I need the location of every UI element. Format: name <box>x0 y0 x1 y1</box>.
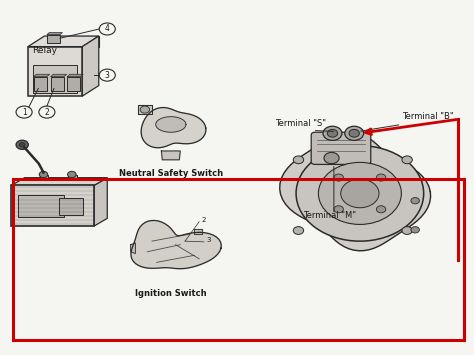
Circle shape <box>19 143 25 147</box>
Text: Relay: Relay <box>32 46 57 55</box>
Polygon shape <box>280 132 430 251</box>
Bar <box>18 195 64 217</box>
Polygon shape <box>161 151 180 160</box>
Circle shape <box>140 106 150 113</box>
Circle shape <box>327 130 337 137</box>
Circle shape <box>402 226 412 234</box>
Text: Ignition Switch: Ignition Switch <box>135 289 207 298</box>
Text: Terminal "B": Terminal "B" <box>402 112 454 121</box>
Circle shape <box>293 156 304 164</box>
Polygon shape <box>131 243 136 253</box>
Circle shape <box>411 197 419 204</box>
Polygon shape <box>28 36 99 47</box>
Polygon shape <box>131 220 221 269</box>
Bar <box>33 65 77 93</box>
Circle shape <box>293 226 304 234</box>
Circle shape <box>411 226 419 233</box>
Circle shape <box>349 130 359 137</box>
Polygon shape <box>156 117 186 132</box>
Bar <box>59 198 83 215</box>
Text: 1: 1 <box>22 108 27 116</box>
Circle shape <box>345 126 364 140</box>
Text: 2: 2 <box>45 108 49 116</box>
Bar <box>40 175 48 179</box>
Polygon shape <box>47 33 63 35</box>
Polygon shape <box>34 74 50 77</box>
Text: Terminal "M": Terminal "M" <box>303 211 356 220</box>
Polygon shape <box>11 178 107 185</box>
Circle shape <box>99 23 115 35</box>
Circle shape <box>68 171 76 178</box>
Bar <box>47 35 60 43</box>
Polygon shape <box>82 36 99 96</box>
Circle shape <box>323 126 342 140</box>
Polygon shape <box>138 105 152 114</box>
Circle shape <box>402 156 412 164</box>
Circle shape <box>376 174 386 181</box>
Bar <box>51 77 64 91</box>
Circle shape <box>16 140 28 149</box>
Bar <box>11 185 94 226</box>
Text: 3: 3 <box>105 71 109 80</box>
Bar <box>34 77 47 91</box>
Text: 2: 2 <box>201 217 206 223</box>
Circle shape <box>296 146 424 241</box>
Circle shape <box>319 162 401 224</box>
Circle shape <box>16 106 32 118</box>
Bar <box>67 77 80 91</box>
Circle shape <box>334 206 343 213</box>
Circle shape <box>334 174 343 181</box>
Bar <box>12 179 464 340</box>
Polygon shape <box>67 74 83 77</box>
Polygon shape <box>45 36 99 47</box>
Polygon shape <box>194 229 201 234</box>
Circle shape <box>341 179 379 208</box>
Circle shape <box>39 106 55 118</box>
Circle shape <box>39 171 48 178</box>
Circle shape <box>376 206 386 213</box>
Polygon shape <box>51 74 67 77</box>
Polygon shape <box>94 178 107 226</box>
Polygon shape <box>141 108 206 148</box>
Circle shape <box>99 69 115 81</box>
Text: Neutral Safety Switch: Neutral Safety Switch <box>119 169 223 178</box>
Bar <box>68 175 76 179</box>
Bar <box>28 47 82 96</box>
Text: 3: 3 <box>206 237 211 243</box>
Text: Terminal "S": Terminal "S" <box>275 119 326 128</box>
FancyBboxPatch shape <box>311 132 371 164</box>
Circle shape <box>324 152 339 164</box>
Text: 4: 4 <box>105 24 109 33</box>
